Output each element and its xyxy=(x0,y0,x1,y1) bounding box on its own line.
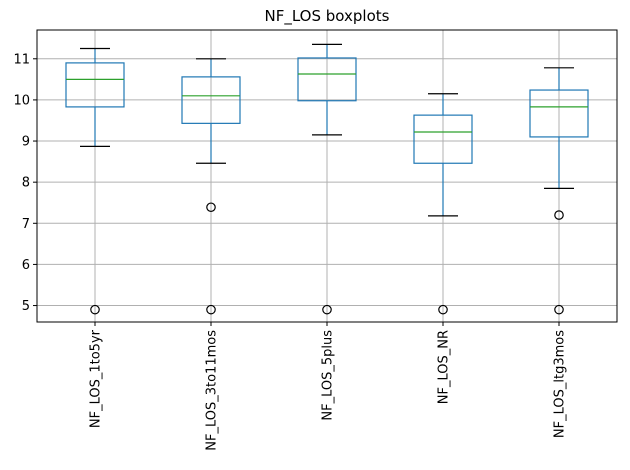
x-tick-label: NF_LOS_1to5yr xyxy=(89,329,104,428)
axes: 5 6 7 8 9 10 11 NF_LOS_1to5yr NF_LOS_3to11mos NF_… xyxy=(13,52,567,450)
y-tick-label: 10 xyxy=(13,93,30,108)
iqr-box xyxy=(181,76,241,124)
x-tick-label: NF_LOS_NR xyxy=(437,330,452,404)
boxes xyxy=(65,43,589,315)
y-tick-label: 11 xyxy=(13,52,30,67)
box-NF_LOS_5plus xyxy=(297,43,357,315)
outlier-point xyxy=(554,210,564,220)
iqr-box xyxy=(413,114,473,164)
outlier-point xyxy=(438,304,448,315)
y-tick-label: 5 xyxy=(22,299,30,314)
outlier-point xyxy=(206,202,216,213)
y-tick-label: 8 xyxy=(22,176,30,191)
iqr-box xyxy=(529,89,589,138)
outlier-point xyxy=(322,304,332,315)
x-tick-label: NF_LOS_ltg3mos xyxy=(553,330,568,438)
chart-title: NF_LOS boxplots xyxy=(265,7,390,26)
y-tick-label: 7 xyxy=(22,217,30,232)
box-NF_LOS_ltg3mos xyxy=(529,67,589,315)
outlier-point xyxy=(554,304,564,315)
box-NF_LOS_1to5yr xyxy=(65,47,125,315)
y-tick-label: 9 xyxy=(22,135,30,150)
y-tick-label: 6 xyxy=(22,258,30,273)
iqr-box xyxy=(297,57,357,102)
x-tick-label: NF_LOS_3to11mos xyxy=(205,330,220,451)
x-tick-label: NF_LOS_5plus xyxy=(321,330,336,421)
outlier-point xyxy=(90,304,100,315)
outlier-point xyxy=(206,304,216,315)
box-NF_LOS_NR xyxy=(413,93,473,315)
box-NF_LOS_3to11mos xyxy=(181,58,241,315)
iqr-box xyxy=(65,62,125,108)
